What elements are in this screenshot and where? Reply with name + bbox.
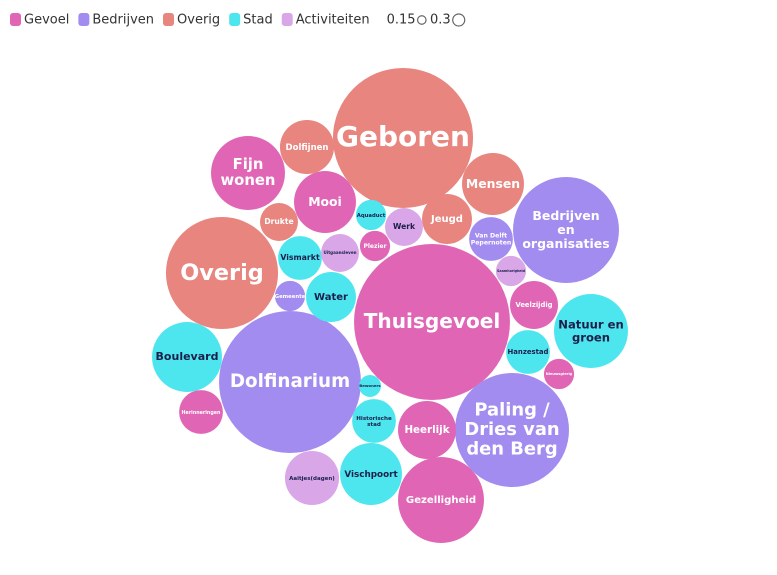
size-legend-label: 0.3 xyxy=(430,13,451,28)
bubble xyxy=(340,443,402,505)
bubble xyxy=(398,401,456,459)
bubble-label: Water xyxy=(314,292,348,303)
bubble-label: Van Delft Pepernoten xyxy=(471,233,512,247)
bubble xyxy=(352,399,396,443)
bubble xyxy=(462,153,524,215)
bubble-label: Nieuwsgierig xyxy=(546,372,573,376)
legend-label: Gevoel xyxy=(24,13,69,28)
bubble-label: Aquaduct xyxy=(357,213,386,219)
legend-swatch xyxy=(10,13,21,26)
bubble-label: Drukte xyxy=(264,217,293,226)
bubble xyxy=(211,136,285,210)
bubble xyxy=(454,372,570,488)
bubble xyxy=(332,67,474,209)
bubble-label: Hanzestad xyxy=(508,348,549,356)
bubble xyxy=(354,244,510,400)
bubble xyxy=(152,322,222,392)
bubble-label: Herinneringen xyxy=(182,410,221,416)
bubble xyxy=(306,272,356,322)
bubble xyxy=(165,216,279,330)
bubble-label: Natuur en groen xyxy=(558,317,623,344)
bubble xyxy=(554,294,628,368)
size-legend-label: 0.15 xyxy=(387,13,416,28)
bubble-label: Plezier xyxy=(363,243,386,250)
bubble xyxy=(359,230,391,262)
legend-label: Stad xyxy=(243,13,273,28)
size-legend-circle xyxy=(452,13,466,27)
bubble-label: Werk xyxy=(393,222,416,231)
bubble xyxy=(321,234,359,272)
bubble xyxy=(279,119,335,175)
bubble-label: Paling / Dries van den Berg xyxy=(464,399,559,459)
bubble xyxy=(274,280,306,312)
bubble xyxy=(385,208,423,246)
bubble-label: Vischpoort xyxy=(344,470,397,480)
legend-swatch xyxy=(78,13,90,26)
bubble xyxy=(284,450,340,506)
bubble xyxy=(510,281,558,329)
bubble xyxy=(422,194,472,244)
bubble xyxy=(179,390,223,434)
bubble xyxy=(543,358,575,390)
legend-swatch xyxy=(281,13,293,26)
bubble xyxy=(260,203,298,241)
bubble-label: Overig xyxy=(180,260,264,286)
bubble-label: Bewoners xyxy=(359,383,381,388)
bubble xyxy=(355,199,387,231)
size-legend-circle xyxy=(416,15,427,25)
bubble xyxy=(506,330,550,374)
bubble-label: Jeugd xyxy=(430,214,463,225)
bubble-label: Heerlijk xyxy=(404,424,450,436)
bubble-label: Aaitjes(dagen) xyxy=(289,476,335,482)
bubble-label: Thuisgevoel xyxy=(364,309,501,333)
bubble-label: Boulevard xyxy=(156,350,219,363)
bubble-label: Dolfinarium xyxy=(230,371,350,392)
bubble-label: Dolfijnen xyxy=(286,143,329,153)
bubble-label: Vismarkt xyxy=(280,253,320,262)
bubble-label: Uitgaansleven xyxy=(323,250,356,255)
legend-label: Activiteiten xyxy=(296,13,370,28)
bubble-label: Bedrijven en organisaties xyxy=(522,208,609,251)
bubble-label: Mensen xyxy=(466,176,520,191)
legend-label: Bedrijven xyxy=(92,13,154,28)
bubble-label: Gezelligheid xyxy=(406,495,476,506)
bubble xyxy=(294,171,356,233)
bubble xyxy=(513,177,619,283)
bubble xyxy=(398,457,484,543)
bubble xyxy=(278,236,322,280)
bubble-label: Mooi xyxy=(308,194,342,209)
bubble-label: Saamhorigheid xyxy=(497,269,526,273)
legend-label: Overig xyxy=(177,13,220,28)
bubble-label: Historische stad xyxy=(356,415,392,427)
bubble xyxy=(219,311,361,453)
bubble xyxy=(469,217,513,261)
bubble xyxy=(359,375,381,397)
bubble xyxy=(495,255,527,287)
bubble-label: Geboren xyxy=(336,120,470,153)
bubble-label: Gemeente xyxy=(275,294,306,300)
bubble-label: Veelzijdig xyxy=(515,301,552,309)
legend-swatch xyxy=(163,13,175,26)
bubble-label: Fijn wonen xyxy=(221,156,276,189)
legend-swatch xyxy=(229,13,241,26)
